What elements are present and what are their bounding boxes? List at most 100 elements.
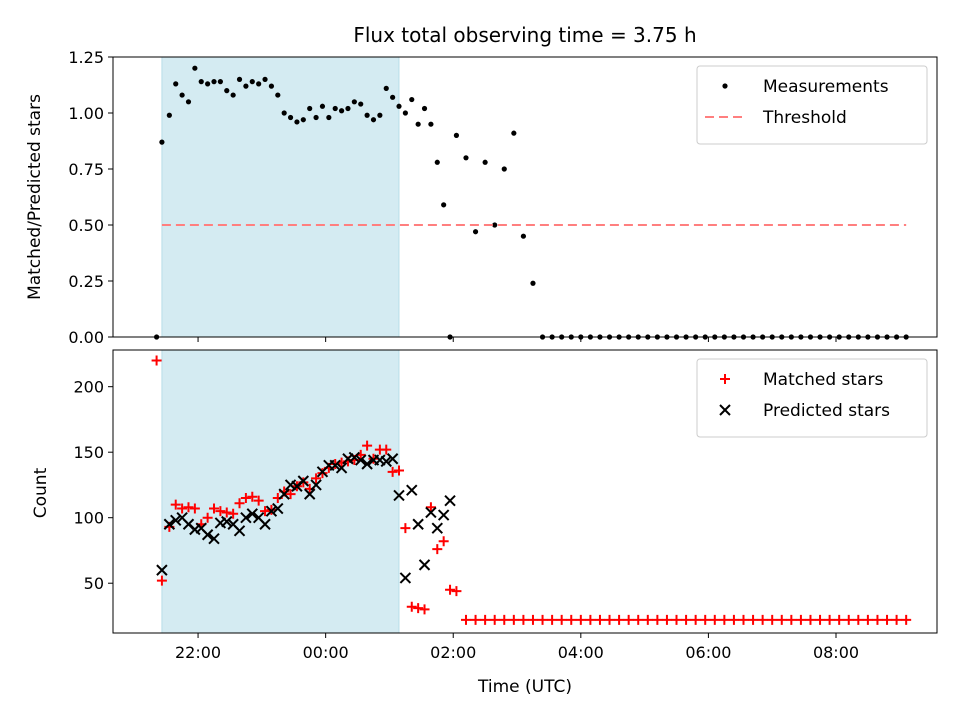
measurement-point [453, 132, 460, 138]
y-tick-label: 200 [73, 378, 104, 397]
measurement-point [409, 96, 415, 103]
y-tick-label: 1.00 [68, 104, 104, 123]
chart-title: Flux total observing time = 3.75 h [353, 23, 696, 47]
matched-point [260, 506, 271, 517]
measurement-point [230, 92, 236, 98]
matched-point [489, 614, 500, 625]
matched-point [221, 507, 232, 518]
y-tick-label: 0.75 [68, 160, 104, 179]
measurement-point [294, 119, 300, 125]
measurement-point [345, 105, 351, 112]
matched-point [400, 523, 411, 534]
matched-point [151, 355, 162, 366]
y-tick-label: 150 [73, 443, 104, 462]
measurement-point [185, 99, 192, 105]
matched-point [253, 495, 264, 506]
matched-point [862, 614, 873, 625]
legend-label: Threshold [762, 108, 847, 128]
matched-point [460, 614, 471, 625]
matched-point [872, 614, 883, 625]
matched-point [901, 614, 912, 625]
predicted-point [380, 455, 392, 468]
matched-point [183, 502, 194, 513]
matched-point [748, 614, 759, 625]
legend-box [696, 65, 928, 145]
predicted-point [259, 518, 271, 530]
legend-label: Predicted stars [763, 401, 890, 421]
panel-ratio: 0.00 0.25 0.50 0.75 1.00 1.25 Flux total obse… [25, 23, 938, 347]
predicted-point [208, 532, 220, 545]
measurement-point [441, 202, 447, 208]
predicted-point [272, 502, 284, 515]
matched-point [776, 614, 787, 625]
matched-point [432, 544, 443, 555]
matched-point [177, 503, 188, 514]
predicted-point [335, 462, 348, 474]
y-tick-label: 0.50 [68, 216, 104, 235]
matched-point [234, 498, 245, 509]
measurement-point [472, 229, 479, 235]
legend-label: Matched stars [763, 370, 883, 390]
measurement-point [159, 139, 165, 145]
matched-point [661, 614, 672, 625]
matched-point [585, 614, 596, 625]
predicted-point [310, 479, 322, 491]
matched-point [891, 614, 902, 625]
predicted-point [233, 525, 246, 537]
matched-point [719, 614, 730, 625]
predicted-point [201, 529, 214, 541]
measurement-point [217, 79, 223, 85]
matched-point [738, 614, 749, 625]
measurement-point [383, 85, 389, 91]
matched-point [882, 614, 893, 625]
y-tick-label: 1.25 [68, 48, 104, 67]
legend-bottom: Matched stars Predicted stars [696, 358, 928, 438]
matched-point [470, 614, 481, 625]
measurement-point [281, 110, 287, 116]
predicted-point [444, 494, 456, 507]
measurement-point [179, 92, 185, 98]
measurement-point [275, 92, 281, 98]
matched-point [480, 614, 491, 625]
predicted-point [221, 515, 233, 528]
matched-point [202, 512, 213, 523]
matched-point [451, 586, 462, 597]
predicted-point [412, 518, 424, 530]
matched-point [575, 614, 586, 625]
matched-point [728, 614, 739, 625]
predicted-point [278, 488, 290, 500]
y-tick-label: 100 [73, 509, 104, 528]
measurement-point [390, 94, 396, 100]
matched-point [824, 614, 835, 625]
measurement-point [173, 81, 179, 87]
measurement-point [434, 159, 440, 165]
matched-point [240, 493, 251, 504]
panel-counts: 50 100 150 200 22:00 00:00 02:00 04:00 06:00 08:… [31, 349, 938, 697]
measurement-point [287, 114, 294, 121]
measurement-point [326, 114, 332, 121]
measurement-point [236, 76, 243, 82]
measurement-point [492, 222, 498, 228]
x-tick-label: 04:00 [558, 643, 604, 662]
matched-point [518, 614, 529, 625]
y-tick-label: 50 [84, 574, 104, 593]
measurement-point [319, 103, 326, 109]
matched-point [394, 465, 405, 476]
measurement-point [402, 110, 408, 116]
series-predicted-stars [156, 451, 456, 584]
predicted-point [361, 458, 373, 470]
matched-point [652, 614, 663, 625]
matched-point [556, 614, 567, 625]
matched-point [690, 614, 701, 625]
measurement-point [268, 83, 275, 89]
measurement-point [501, 166, 507, 172]
measurement-point [421, 105, 428, 112]
legend-box [696, 358, 928, 438]
legend-label: Measurements [763, 77, 889, 97]
matched-point [170, 499, 181, 510]
predicted-point [240, 511, 252, 524]
matched-point [445, 584, 456, 595]
matched-point [834, 614, 845, 625]
matched-point [189, 503, 200, 514]
predicted-point [303, 488, 316, 500]
